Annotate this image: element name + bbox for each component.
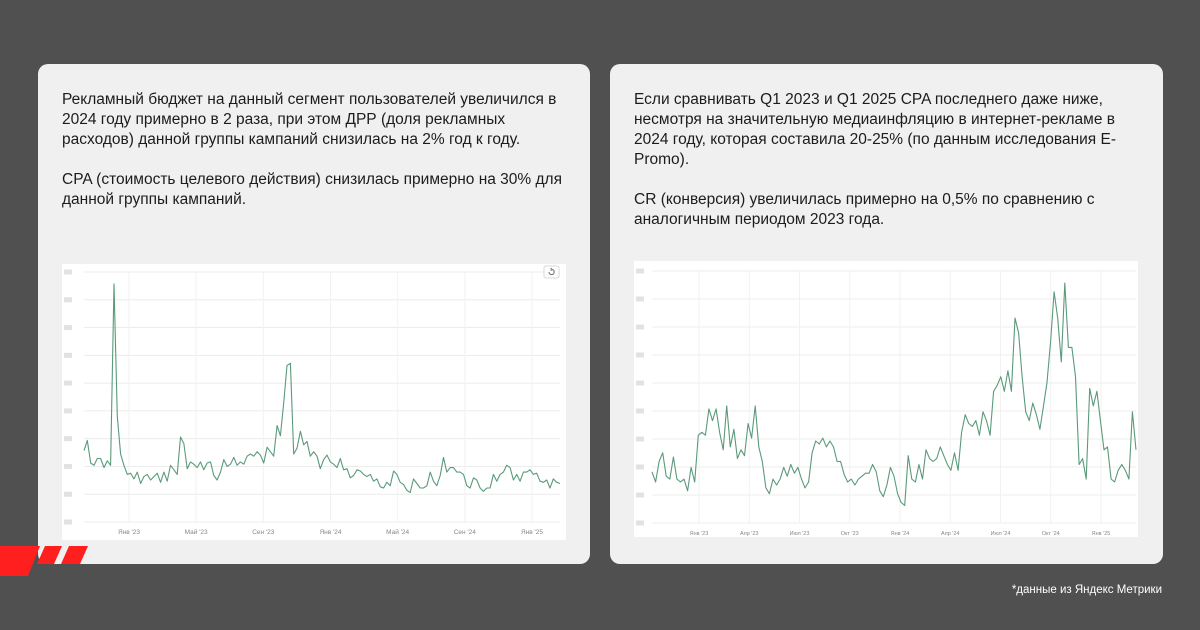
brand-logo	[0, 546, 88, 576]
logo-slash-middle	[37, 546, 62, 564]
y-tick-label-placeholder	[64, 519, 72, 525]
left-card-text: Рекламный бюджет на данный сегмент польз…	[62, 90, 570, 230]
x-tick-label: Окт '24	[1042, 531, 1060, 537]
x-tick-label: Июл '23	[790, 531, 810, 537]
left-card-paragraph-cpa: CPA (стоимость целевого действия) снизил…	[62, 171, 562, 208]
x-tick-label: Май '24	[386, 528, 409, 536]
y-tick-label-placeholder	[64, 297, 72, 303]
x-tick-label: Окт '23	[841, 531, 859, 537]
cpa-chart-grid	[64, 269, 560, 525]
y-tick-label-placeholder	[64, 352, 72, 358]
logo-slash-large	[0, 546, 40, 576]
cpa-chart-x-ticks: Янв '23 Май '23 Сен '23 Янв '24 Май '24 Сен '…	[118, 528, 543, 536]
right-card-text: Если сравнивать Q1 2023 и Q1 2025 CPA по…	[634, 90, 1143, 250]
x-tick-label: Сен '23	[252, 529, 275, 536]
left-info-card: Рекламный бюджет на данный сегмент польз…	[38, 64, 590, 564]
x-tick-label: Янв '23	[118, 529, 140, 536]
x-tick-label: Янв '23	[690, 531, 709, 537]
y-tick-label-placeholder	[636, 492, 644, 498]
y-tick-label-placeholder	[64, 463, 72, 469]
x-tick-label: Янв '25	[521, 529, 543, 536]
series-line	[651, 282, 1137, 506]
x-tick-label: Апр '23	[740, 531, 758, 537]
cr-line-chart: Янв '23 Апр '23 Июл '23 Окт '23 Янв '24 Апр '…	[634, 261, 1138, 537]
y-tick-label-placeholder	[64, 408, 72, 414]
cr-chart-svg: Янв '23 Апр '23 Июл '23 Окт '23 Янв '24 Апр '…	[636, 268, 1137, 537]
x-tick-label: Янв '25	[1092, 531, 1111, 537]
x-tick-label: Апр '24	[941, 531, 959, 537]
y-tick-label-placeholder	[636, 408, 644, 414]
x-tick-label: Май '23	[185, 528, 208, 536]
y-tick-label-placeholder	[636, 296, 644, 302]
y-tick-label-placeholder	[636, 324, 644, 330]
logo-slash-small	[61, 546, 88, 564]
right-card-paragraph-cpa-compare: Если сравнивать Q1 2023 и Q1 2025 CPA по…	[634, 91, 1117, 168]
chart-reset-icon[interactable]	[543, 265, 560, 279]
right-card-paragraph-cr: CR (конверсия) увеличилась примерно на 0…	[634, 191, 1095, 228]
y-tick-label-placeholder	[636, 464, 644, 470]
y-tick-label-placeholder	[636, 268, 644, 274]
x-tick-label: Янв '24	[319, 529, 341, 536]
cpa-chart-svg: Янв '23 Май '23 Сен '23 Янв '24 Май '24 Сен '…	[64, 265, 561, 536]
x-tick-label: Сен '24	[454, 529, 477, 536]
cpa-line-chart: Янв '23 Май '23 Сен '23 Янв '24 Май '24 Сен '…	[62, 264, 566, 540]
x-tick-label: Янв '24	[891, 531, 910, 537]
y-tick-label-placeholder	[64, 325, 72, 331]
footnote: *данные из Яндекс Метрики	[1011, 584, 1162, 596]
cpa-chart-series	[83, 283, 561, 494]
x-tick-label: Июл '24	[991, 531, 1011, 537]
cr-chart-series	[651, 282, 1137, 506]
y-tick-label-placeholder	[636, 436, 644, 442]
cr-chart-x-ticks: Янв '23 Апр '23 Июл '23 Окт '23 Янв '24 Апр '…	[690, 531, 1111, 537]
y-tick-label-placeholder	[636, 352, 644, 358]
right-info-card: Если сравнивать Q1 2023 и Q1 2025 CPA по…	[610, 64, 1163, 564]
y-tick-label-placeholder	[64, 491, 72, 497]
y-tick-label-placeholder	[64, 269, 72, 275]
y-tick-label-placeholder	[636, 380, 644, 386]
y-tick-label-placeholder	[636, 520, 644, 526]
y-tick-label-placeholder	[64, 380, 72, 386]
cr-chart-grid	[636, 268, 1136, 526]
left-card-paragraph-budget: Рекламный бюджет на данный сегмент польз…	[62, 91, 557, 148]
series-line	[83, 283, 561, 494]
y-tick-label-placeholder	[64, 436, 72, 442]
